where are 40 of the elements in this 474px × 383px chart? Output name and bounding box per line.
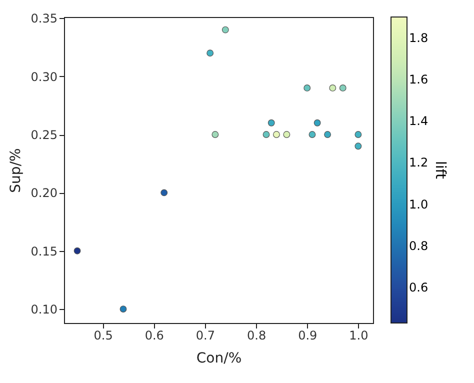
point [354,142,362,150]
point [222,26,229,34]
point [308,131,316,138]
point [324,131,332,138]
point [120,306,127,312]
y-tick-label: 0.25 [30,128,58,142]
y-tick-label: 0.20 [30,186,58,200]
x-tick-label: 0.7 [196,328,216,342]
color-bar-label: 1.0 [409,197,428,212]
x-tick-label: 0.8 [246,328,266,342]
point [273,131,280,138]
point [354,131,362,138]
color-bar-label: 0.8 [409,238,428,253]
point [262,131,270,138]
y-axis-title: Sup/% [8,148,24,193]
color-bar-label: 1.4 [409,114,428,128]
x-tick-label: 0.6 [144,328,164,342]
point [339,84,346,92]
point [160,189,168,196]
point [212,131,219,138]
x-tick-label: 0.9 [298,328,318,342]
color-bar-title: lift [432,161,448,180]
point [314,119,321,126]
x-axis-title: Con/% [196,350,242,366]
color-bar-label: 1.6 [409,72,428,86]
point [304,84,311,92]
x-tick-label: 0.5 [94,328,113,342]
point [74,247,81,254]
point [268,119,275,126]
color-bar-label: 1.2 [409,156,428,170]
point [329,84,336,92]
point [206,50,214,57]
color-bar-label: 0.6 [409,280,428,295]
y-tick-label: 0.15 [30,244,58,258]
y-tick-label: 0.30 [30,70,58,84]
y-tick-label: 0.10 [30,302,58,317]
point [283,131,290,138]
x-tick-label: 1.0 [349,328,368,342]
y-tick-label: 0.35 [30,12,58,26]
color-bar-label: 1.8 [409,30,428,45]
